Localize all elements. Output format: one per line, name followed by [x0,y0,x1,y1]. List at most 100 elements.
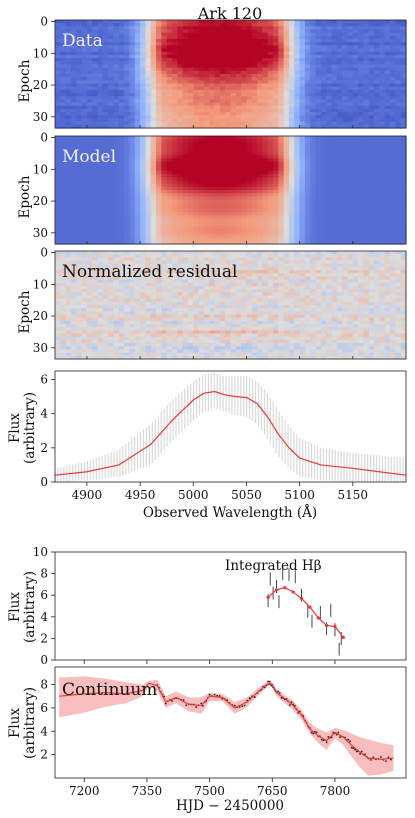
data-point [320,738,323,741]
hbeta-panel-label: Integrated Hβ [225,558,322,574]
data-point [312,732,315,735]
y-tick-label: 0 [40,246,48,260]
data-point [185,704,188,707]
model-point [283,586,287,590]
data-point [278,692,281,694]
y-tick-label: 2 [40,631,48,645]
hbeta-ylabel: Flux [7,592,23,622]
x-tick-label: 7200 [69,784,100,798]
y-tick-label: 8 [40,567,48,581]
y-tick-label: 6 [40,588,48,602]
continuum-ylabel-unit: (arbitrary) [22,687,38,759]
plot-area [55,372,406,482]
data-point [315,731,318,734]
data-point [202,705,204,707]
x-tick-label: 5150 [338,488,369,502]
y-tick-label: 0 [40,131,48,145]
y-tick-label: 30 [33,226,48,240]
heatmap-frame [54,250,407,360]
heatmap-frame [54,19,407,129]
data-point [241,705,244,708]
data-point [360,750,363,753]
y-tick-label: 2 [40,441,48,455]
axes-frame [54,370,407,483]
data-point [277,690,280,693]
model-heatmap-panel: 0 10 20 30 [33,131,407,245]
data-point [208,693,211,696]
model-point [291,590,295,594]
data-point [339,736,341,739]
continuum-panel-label: Continuum [62,680,157,700]
profile-xlabel: Observed Wavelength (Å) [143,505,317,521]
data-point [164,702,167,705]
data-point [347,738,350,741]
model-point [266,595,270,599]
y-tick-label: 10 [33,277,48,291]
data-point [352,747,355,750]
data-point [385,760,387,763]
data-point [267,680,270,683]
data-point [350,746,353,749]
data-point [280,696,283,699]
profile-ylabel-unit: (arbitrary) [22,392,38,464]
data-point [372,756,375,759]
model-point [333,624,337,629]
figure-title: Ark 120 [197,4,263,23]
data-point [238,706,241,708]
y-tick-label: 30 [33,341,48,355]
plot-area [266,567,345,656]
model-point [299,596,304,601]
data-point [325,741,328,744]
x-tick-label: 7500 [194,784,225,798]
model-line [55,390,406,476]
model-panel-label: Model [62,147,116,167]
axes-frame [54,551,407,661]
data-point [349,740,351,743]
residual-panel-label: Normalized residual [62,262,237,282]
y-tick-label: 6 [40,373,48,387]
data-point [288,704,291,706]
data-ylabel: Epoch [17,59,33,102]
data-point [387,756,390,759]
data-point [218,695,221,697]
model-point [341,635,345,639]
model-point [308,605,312,609]
data-point [268,680,271,683]
data-point [390,758,392,761]
data-point [354,748,356,751]
hbeta-ylabel-unit: (arbitrary) [22,571,38,643]
data-point [200,702,203,705]
data-point [355,750,358,753]
y-tick-label: 4 [40,407,48,421]
y-tick-label: 10 [33,46,48,60]
axes-frame [54,666,407,779]
y-tick-label: 2 [40,748,48,762]
data-point [195,706,198,709]
x-tick-label: 7650 [257,784,288,798]
profile-ylabel: Flux [7,413,23,443]
continuum-xlabel: HJD − 2450000 [176,798,284,814]
y-tick-label: 0 [40,15,48,29]
data-point [171,700,173,702]
model-point [316,616,320,620]
model-point [274,588,279,592]
data-point [370,758,372,761]
uncertainty-band [59,676,394,776]
x-tick-label: 4900 [72,488,103,502]
data-point [243,704,246,707]
model-point [325,623,329,628]
data-point [322,739,325,742]
y-tick-label: 0 [40,653,48,667]
continuum-lightcurve-panel: 2 4 6 8 7200 7350 7500 7650 7800 [40,666,407,798]
y-tick-label: 4 [40,724,48,738]
data-point [182,699,185,701]
continuum-ylabel: Flux [7,708,23,738]
data-point [213,693,216,696]
y-tick-label: 0 [40,475,48,489]
x-tick-label: 5000 [178,488,209,502]
x-tick-label: 7350 [132,784,163,798]
data-point [337,731,340,734]
residual-heatmap-panel: 0 10 20 30 [33,246,407,360]
y-tick-label: 30 [33,110,48,124]
y-tick-label: 8 [40,678,48,692]
